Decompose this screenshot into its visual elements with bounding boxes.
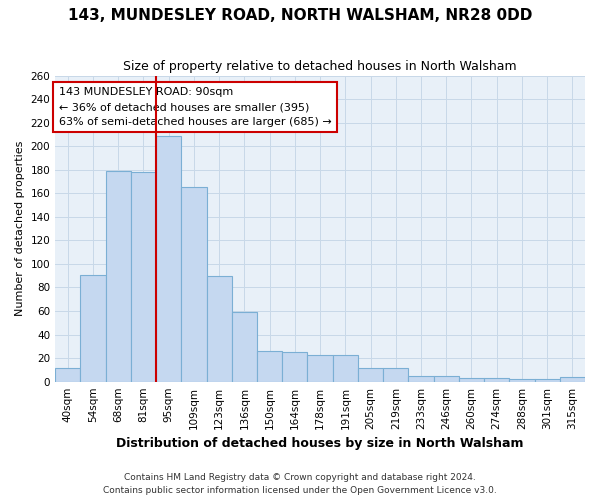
Title: Size of property relative to detached houses in North Walsham: Size of property relative to detached ho… (123, 60, 517, 73)
Bar (55, 368, 80, 382)
Bar (509, 380, 535, 382)
Bar (257, 351, 282, 382)
Bar (307, 354, 332, 382)
Bar (383, 368, 409, 382)
Bar (434, 376, 459, 382)
Bar (232, 312, 257, 382)
Bar (535, 380, 560, 382)
Bar (282, 352, 307, 382)
Bar (332, 354, 358, 382)
Bar (106, 171, 131, 382)
X-axis label: Distribution of detached houses by size in North Walsham: Distribution of detached houses by size … (116, 437, 524, 450)
Bar (560, 377, 585, 382)
Bar (484, 378, 509, 382)
Bar (131, 172, 156, 382)
Bar (206, 276, 232, 382)
Text: 143, MUNDESLEY ROAD, NORTH WALSHAM, NR28 0DD: 143, MUNDESLEY ROAD, NORTH WALSHAM, NR28… (68, 8, 532, 22)
Bar (181, 188, 206, 382)
Text: 143 MUNDESLEY ROAD: 90sqm
← 36% of detached houses are smaller (395)
63% of semi: 143 MUNDESLEY ROAD: 90sqm ← 36% of detac… (59, 88, 332, 127)
Y-axis label: Number of detached properties: Number of detached properties (15, 141, 25, 316)
Text: Contains HM Land Registry data © Crown copyright and database right 2024.
Contai: Contains HM Land Registry data © Crown c… (103, 474, 497, 495)
Bar (459, 378, 484, 382)
Bar (156, 136, 181, 382)
Bar (80, 274, 106, 382)
Bar (409, 376, 434, 382)
Bar (358, 368, 383, 382)
